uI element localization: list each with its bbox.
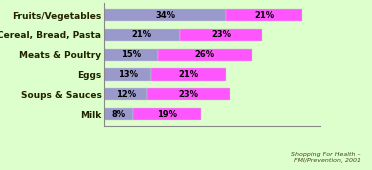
Bar — [104, 29, 180, 41]
Bar — [104, 49, 158, 61]
Text: 21%: 21% — [132, 30, 152, 39]
Bar — [180, 29, 262, 41]
Text: 26%: 26% — [195, 50, 215, 59]
Text: 34%: 34% — [155, 11, 175, 20]
Text: 21%: 21% — [254, 11, 274, 20]
Bar — [104, 68, 151, 81]
Text: 21%: 21% — [179, 70, 199, 79]
Text: 13%: 13% — [118, 70, 138, 79]
Bar — [158, 49, 251, 61]
Bar — [147, 88, 230, 100]
Text: 19%: 19% — [157, 110, 177, 119]
Text: 8%: 8% — [112, 110, 126, 119]
Bar — [151, 68, 227, 81]
Bar — [227, 9, 302, 21]
Text: 23%: 23% — [211, 30, 231, 39]
Text: 12%: 12% — [116, 90, 136, 99]
Bar — [104, 9, 227, 21]
Text: 23%: 23% — [179, 90, 199, 99]
Bar — [133, 108, 201, 120]
Bar — [104, 88, 147, 100]
Bar — [104, 108, 133, 120]
Text: 15%: 15% — [121, 50, 141, 59]
Text: Shopping For Health –
FMI/Prevention, 2001: Shopping For Health – FMI/Prevention, 20… — [291, 152, 361, 163]
